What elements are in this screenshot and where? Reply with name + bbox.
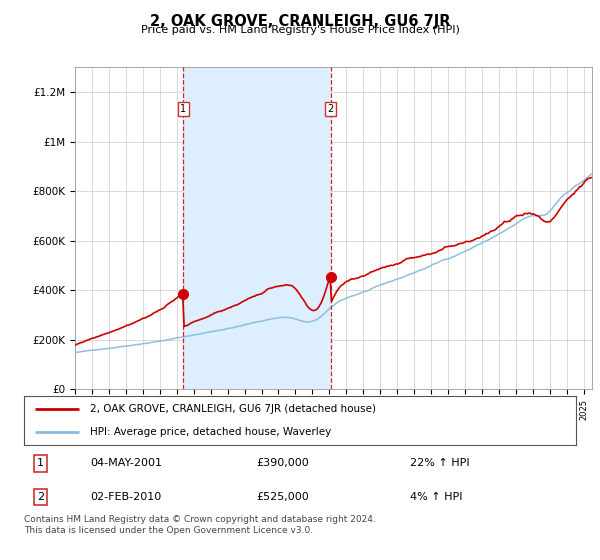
Text: 2: 2	[37, 492, 44, 502]
Text: 4% ↑ HPI: 4% ↑ HPI	[410, 492, 463, 502]
Text: HPI: Average price, detached house, Waverley: HPI: Average price, detached house, Wave…	[90, 427, 331, 437]
Text: Contains HM Land Registry data © Crown copyright and database right 2024.
This d: Contains HM Land Registry data © Crown c…	[24, 515, 376, 535]
Text: 2, OAK GROVE, CRANLEIGH, GU6 7JR (detached house): 2, OAK GROVE, CRANLEIGH, GU6 7JR (detach…	[90, 404, 376, 414]
Text: Price paid vs. HM Land Registry's House Price Index (HPI): Price paid vs. HM Land Registry's House …	[140, 25, 460, 35]
Text: 1: 1	[37, 459, 44, 469]
Text: 1: 1	[180, 104, 186, 114]
Text: 04-MAY-2001: 04-MAY-2001	[90, 459, 162, 469]
Text: 02-FEB-2010: 02-FEB-2010	[90, 492, 161, 502]
Text: £390,000: £390,000	[256, 459, 308, 469]
Text: £525,000: £525,000	[256, 492, 308, 502]
Text: 2, OAK GROVE, CRANLEIGH, GU6 7JR: 2, OAK GROVE, CRANLEIGH, GU6 7JR	[150, 14, 450, 29]
Bar	[183, 67, 331, 389]
Text: 2: 2	[328, 104, 334, 114]
Text: 22% ↑ HPI: 22% ↑ HPI	[410, 459, 470, 469]
